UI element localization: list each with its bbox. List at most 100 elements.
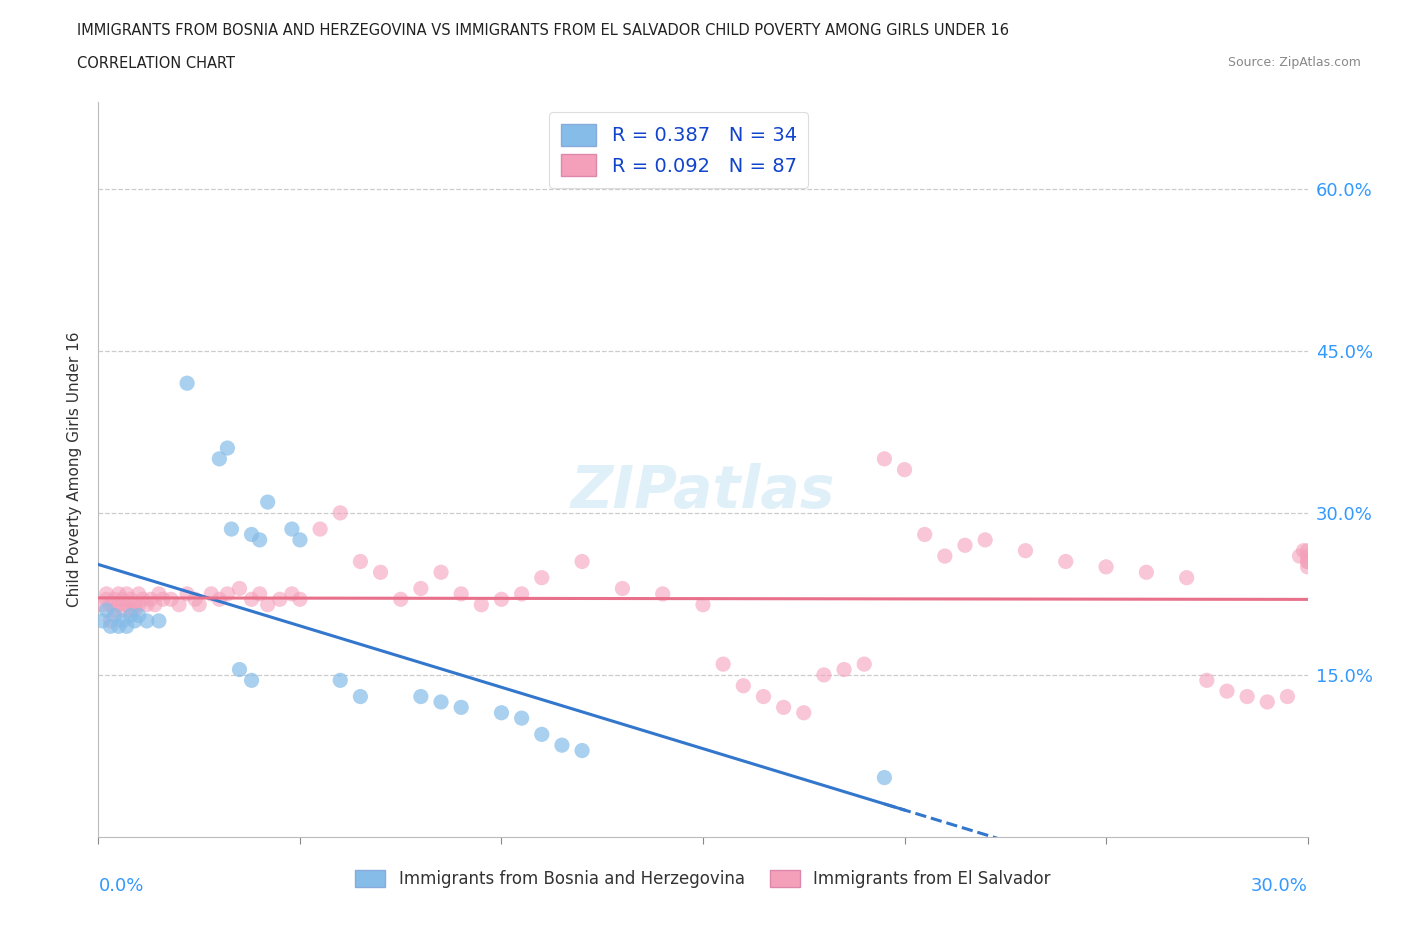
Point	[249, 587, 271, 602]
Point	[953, 538, 976, 552]
Point	[111, 603, 134, 618]
Point	[470, 597, 492, 612]
Point	[651, 587, 673, 602]
Point	[450, 587, 472, 602]
Point	[124, 597, 146, 612]
Point	[1175, 570, 1198, 585]
Point	[128, 597, 150, 612]
Point	[96, 591, 118, 606]
Point	[111, 614, 134, 629]
Point	[692, 597, 714, 612]
Point	[349, 689, 371, 704]
Point	[510, 711, 533, 725]
Point	[1296, 554, 1319, 569]
Point	[1054, 554, 1077, 569]
Point	[148, 587, 170, 602]
Point	[491, 591, 513, 606]
Point	[120, 603, 142, 618]
Point	[107, 587, 129, 602]
Point	[135, 597, 157, 612]
Point	[208, 591, 231, 606]
Point	[530, 570, 553, 585]
Point	[96, 603, 118, 618]
Point	[1292, 543, 1315, 558]
Point	[132, 591, 155, 606]
Point	[176, 587, 198, 602]
Point	[240, 673, 263, 688]
Text: ZIPatlas: ZIPatlas	[571, 463, 835, 520]
Point	[96, 587, 118, 602]
Point	[139, 591, 162, 606]
Point	[103, 591, 125, 606]
Point	[120, 591, 142, 606]
Point	[430, 695, 453, 710]
Point	[115, 587, 138, 602]
Point	[228, 581, 250, 596]
Point	[240, 527, 263, 542]
Point	[103, 608, 125, 623]
Point	[176, 376, 198, 391]
Point	[329, 505, 352, 520]
Point	[111, 591, 134, 606]
Point	[288, 591, 311, 606]
Point	[160, 591, 183, 606]
Y-axis label: Child Poverty Among Girls Under 16: Child Poverty Among Girls Under 16	[67, 332, 83, 607]
Point	[115, 618, 138, 633]
Point	[1095, 560, 1118, 575]
Point	[217, 441, 239, 456]
Point	[733, 678, 755, 693]
Point	[107, 597, 129, 612]
Point	[249, 533, 271, 548]
Point	[217, 587, 239, 602]
Point	[115, 597, 138, 612]
Point	[813, 668, 835, 683]
Point	[571, 554, 593, 569]
Point	[120, 608, 142, 623]
Point	[450, 700, 472, 715]
Point	[91, 614, 114, 629]
Point	[309, 522, 332, 537]
Point	[1195, 673, 1218, 688]
Point	[430, 565, 453, 579]
Point	[934, 549, 956, 564]
Point	[349, 554, 371, 569]
Point	[143, 597, 166, 612]
Point	[288, 533, 311, 548]
Point	[1135, 565, 1157, 579]
Point	[281, 522, 304, 537]
Point	[1236, 689, 1258, 704]
Point	[510, 587, 533, 602]
Point	[711, 657, 734, 671]
Point	[893, 462, 915, 477]
Text: 30.0%: 30.0%	[1251, 877, 1308, 896]
Point	[124, 603, 146, 618]
Point	[914, 527, 936, 542]
Point	[281, 587, 304, 602]
Point	[329, 673, 352, 688]
Point	[100, 597, 122, 612]
Point	[221, 522, 243, 537]
Point	[167, 597, 190, 612]
Point	[128, 608, 150, 623]
Point	[409, 581, 432, 596]
Point	[1014, 543, 1036, 558]
Point	[1296, 549, 1319, 564]
Text: Source: ZipAtlas.com: Source: ZipAtlas.com	[1227, 56, 1361, 69]
Point	[772, 700, 794, 715]
Point	[853, 657, 876, 671]
Point	[269, 591, 291, 606]
Point	[1256, 695, 1278, 710]
Point	[752, 689, 775, 704]
Point	[152, 591, 174, 606]
Point	[612, 581, 634, 596]
Point	[974, 533, 997, 548]
Point	[124, 614, 146, 629]
Point	[1296, 554, 1319, 569]
Point	[256, 495, 278, 510]
Point	[100, 618, 122, 633]
Point	[1216, 684, 1239, 698]
Point	[240, 591, 263, 606]
Point	[184, 591, 207, 606]
Point	[1296, 543, 1319, 558]
Point	[1296, 560, 1319, 575]
